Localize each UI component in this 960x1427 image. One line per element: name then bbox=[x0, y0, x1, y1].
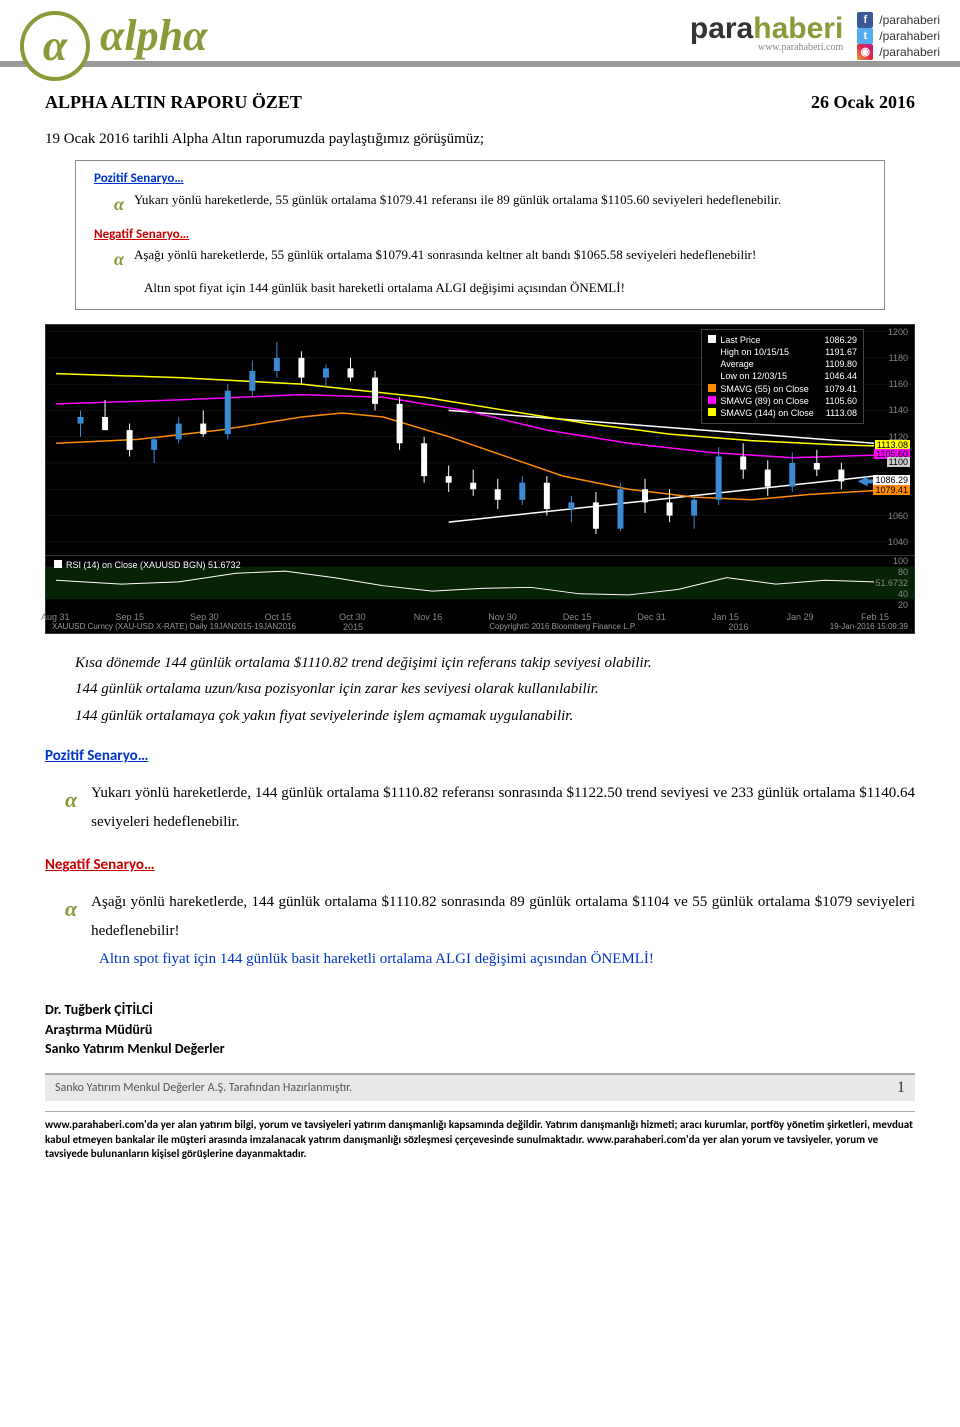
chart-legend: Last Price1086.29High on 10/15/151191.67… bbox=[701, 329, 864, 424]
brand-left: α αlphα bbox=[20, 10, 207, 61]
x-tick: Sep 30 bbox=[190, 612, 219, 622]
intro-text: 19 Ocak 2016 tarihli Alpha Altın raporum… bbox=[45, 131, 915, 148]
page-body: ALPHA ALTIN RAPORU ÖZET 26 Ocak 2016 19 … bbox=[0, 67, 960, 1111]
rsi-y-tick: 40 bbox=[898, 589, 908, 599]
author-company: Sanko Yatırım Menkul Değerler bbox=[45, 1039, 915, 1059]
social-link-tw[interactable]: t/parahaberi bbox=[857, 28, 940, 44]
chart-main-panel: Last Price1086.29High on 10/15/151191.67… bbox=[46, 325, 914, 555]
disclaimer-text: www.parahaberi.com'da yer alan yatırım b… bbox=[0, 1112, 960, 1175]
neg-section-label: Negatif Senaryo… bbox=[45, 856, 915, 874]
legend-row: Last Price1086.29 bbox=[708, 334, 857, 346]
pos-section-label: Pozitif Senaryo… bbox=[45, 747, 915, 765]
y-tick: 1040 bbox=[888, 537, 908, 547]
author-signature: Dr. Tuğberk ÇİTİLCİ Araştırma Müdürü San… bbox=[45, 1000, 915, 1059]
y-tick: 1060 bbox=[888, 511, 908, 521]
rsi-y-tick: 51.6732 bbox=[875, 578, 908, 588]
x-tick: Sep 15 bbox=[116, 612, 145, 622]
alpha-bullet-icon: α bbox=[114, 190, 124, 219]
x-tick: Jan 29 bbox=[786, 612, 813, 622]
x-tick: Aug 31 bbox=[41, 612, 70, 622]
ig-icon: ◉ bbox=[857, 44, 873, 60]
author-name: Dr. Tuğberk ÇİTİLCİ bbox=[45, 1000, 915, 1020]
footer-strip: Sanko Yatırım Menkul Değerler A.Ş. Taraf… bbox=[45, 1073, 915, 1101]
y-tick: 1140 bbox=[889, 405, 908, 415]
rsi-label: RSI (14) on Close (XAUUSD BGN) 51.6732 bbox=[54, 560, 241, 570]
alpha-logo-icon: α bbox=[20, 11, 90, 81]
x-tick: Dec 31 bbox=[637, 612, 666, 622]
alpha-wordmark: αlphα bbox=[100, 10, 207, 61]
page-header: α αlphα parahaberi www.parahaberi.com f/… bbox=[0, 0, 960, 67]
report-title: ALPHA ALTIN RAPORU ÖZET bbox=[45, 92, 302, 113]
social-link-fb[interactable]: f/parahaberi bbox=[857, 12, 940, 28]
legend-row: SMAVG (55) on Close1079.41 bbox=[708, 383, 857, 395]
body-p1: Kısa dönemde 144 günlük ortalama $1110.8… bbox=[75, 652, 885, 675]
box-pos-label: Pozitif Senaryo… bbox=[94, 169, 866, 190]
footer-prepared-by: Sanko Yatırım Menkul Değerler A.Ş. Taraf… bbox=[55, 1081, 352, 1095]
x-tick: Oct 15 bbox=[265, 612, 292, 622]
box-note: Altın spot fiyat için 144 günlük basit h… bbox=[144, 278, 866, 299]
box-neg-label: Negatif Senaryo… bbox=[94, 225, 866, 246]
social-handle: /parahaberi bbox=[879, 45, 940, 59]
social-links: f/parahaberit/parahaberi◉/parahaberi bbox=[857, 12, 940, 60]
alpha-bullet-icon: α bbox=[114, 245, 124, 274]
price-tag: 1100 bbox=[887, 457, 910, 467]
legend-row: Average1109.80 bbox=[708, 358, 857, 370]
title-row: ALPHA ALTIN RAPORU ÖZET 26 Ocak 2016 bbox=[45, 92, 915, 113]
chart-timestamp: 19-Jan-2016 15:09:39 bbox=[830, 622, 908, 631]
y-tick: 1180 bbox=[889, 353, 908, 363]
chart-copyright: Copyright© 2016 Bloomberg Finance L.P. bbox=[489, 622, 636, 631]
chart-source-left: XAUUSD Curncy (XAU-USD X-RATE) Daily 19J… bbox=[52, 622, 296, 631]
page-number: 1 bbox=[897, 1079, 905, 1097]
pos-bullet: α Yukarı yönlü hareketlerde, 144 günlük … bbox=[65, 779, 915, 836]
rsi-y-axis: 1008051.67324020 bbox=[872, 556, 910, 610]
neg-bullet-text: Aşağı yönlü hareketlerde, 144 günlük ort… bbox=[91, 888, 915, 945]
blue-note: Altın spot fiyat için 144 günlük basit h… bbox=[99, 945, 915, 974]
social-link-ig[interactable]: ◉ /parahaberi bbox=[857, 44, 940, 60]
price-chart: Last Price1086.29High on 10/15/151191.67… bbox=[45, 324, 915, 634]
price-tag: 1079.41 bbox=[873, 485, 910, 495]
author-title: Araştırma Müdürü bbox=[45, 1020, 915, 1040]
x-tick: Dec 15 bbox=[563, 612, 592, 622]
body-p2: 144 günlük ortalama uzun/kısa pozisyonla… bbox=[75, 678, 885, 701]
rsi-panel: RSI (14) on Close (XAUUSD BGN) 51.6732 1… bbox=[46, 555, 914, 610]
legend-row: High on 10/15/151191.67 bbox=[708, 346, 857, 358]
x-tick: Oct 30 bbox=[339, 612, 366, 622]
rsi-y-tick: 100 bbox=[893, 556, 908, 566]
report-date: 26 Ocak 2016 bbox=[811, 92, 915, 113]
legend-row: SMAVG (144) on Close1113.08 bbox=[708, 407, 857, 419]
pos-bullet-text: Yukarı yönlü hareketlerde, 144 günlük or… bbox=[91, 779, 915, 836]
chart-footer: XAUUSD Curncy (XAU-USD X-RATE) Daily 19J… bbox=[52, 622, 908, 631]
brand-right: parahaberi www.parahaberi.com f/parahabe… bbox=[690, 12, 940, 60]
body-p3: 144 günlük ortalamaya çok yakın fiyat se… bbox=[75, 705, 885, 728]
y-tick: 1200 bbox=[888, 327, 908, 337]
x-tick: Nov 30 bbox=[488, 612, 517, 622]
x-tick: Jan 15 bbox=[712, 612, 739, 622]
social-handle: /parahaberi bbox=[879, 29, 940, 43]
box-neg-text: Aşağı yönlü hareketlerde, 55 günlük orta… bbox=[134, 245, 866, 274]
alpha-bullet-icon: α bbox=[65, 888, 77, 945]
legend-row: Low on 12/03/151046.44 bbox=[708, 370, 857, 382]
alpha-bullet-icon: α bbox=[65, 779, 77, 836]
legend-row: SMAVG (89) on Close1105.60 bbox=[708, 395, 857, 407]
x-tick: Feb 15 bbox=[861, 612, 889, 622]
tw-icon: t bbox=[857, 28, 873, 44]
x-tick: Nov 16 bbox=[414, 612, 443, 622]
rsi-y-tick: 80 bbox=[898, 567, 908, 577]
box-pos-text: Yukarı yönlü hareketlerde, 55 günlük ort… bbox=[134, 190, 866, 219]
y-tick: 1160 bbox=[889, 379, 908, 389]
fb-icon: f bbox=[857, 12, 873, 28]
neg-bullet: α Aşağı yönlü hareketlerde, 144 günlük o… bbox=[65, 888, 915, 945]
social-handle: /parahaberi bbox=[879, 13, 940, 27]
prior-scenario-box: Pozitif Senaryo… α Yukarı yönlü hareketl… bbox=[75, 160, 885, 310]
parahaberi-logo: parahaberi bbox=[690, 12, 843, 46]
rsi-y-tick: 20 bbox=[898, 600, 908, 610]
